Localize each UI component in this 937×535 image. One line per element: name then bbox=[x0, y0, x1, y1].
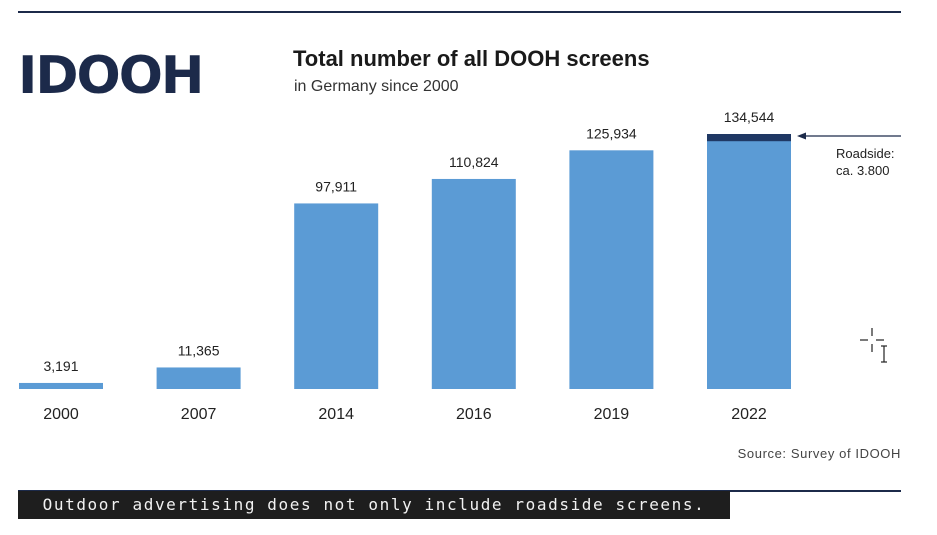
bar-2007 bbox=[156, 367, 241, 389]
category-label: 2022 bbox=[731, 406, 767, 423]
chart-subtitle: in Germany since 2000 bbox=[294, 78, 459, 95]
caption-text: Outdoor advertising does not only includ… bbox=[18, 491, 730, 519]
source-note: Source: Survey of IDOOH bbox=[737, 446, 901, 461]
text-cursor-icon bbox=[858, 328, 890, 371]
category-label: 2016 bbox=[456, 406, 492, 423]
category-label: 2000 bbox=[43, 406, 79, 423]
roadside-annotation: Roadside: bbox=[836, 146, 895, 161]
value-label: 110,824 bbox=[449, 154, 499, 170]
bar-2014 bbox=[294, 203, 379, 389]
value-label: 11,365 bbox=[178, 342, 220, 358]
bar-2019 bbox=[569, 150, 654, 389]
value-label: 125,934 bbox=[586, 125, 637, 141]
category-label: 2007 bbox=[181, 406, 217, 423]
bar-2022 bbox=[707, 134, 791, 389]
annotation-arrow-head bbox=[797, 132, 806, 140]
roadside-segment bbox=[707, 134, 791, 142]
value-label: 3,191 bbox=[43, 358, 78, 374]
idooh-logo: IDOOH bbox=[18, 46, 213, 106]
roadside-annotation: ca. 3.800 bbox=[836, 163, 890, 178]
category-label: 2014 bbox=[318, 406, 354, 423]
value-label: 134,544 bbox=[724, 109, 775, 125]
chart-title: Total number of all DOOH screens bbox=[293, 46, 650, 71]
bar-2000 bbox=[19, 382, 103, 389]
category-label: 2019 bbox=[594, 406, 630, 423]
top-rule bbox=[18, 11, 901, 13]
bar-2016 bbox=[431, 178, 516, 389]
value-label: 97,911 bbox=[315, 178, 357, 194]
